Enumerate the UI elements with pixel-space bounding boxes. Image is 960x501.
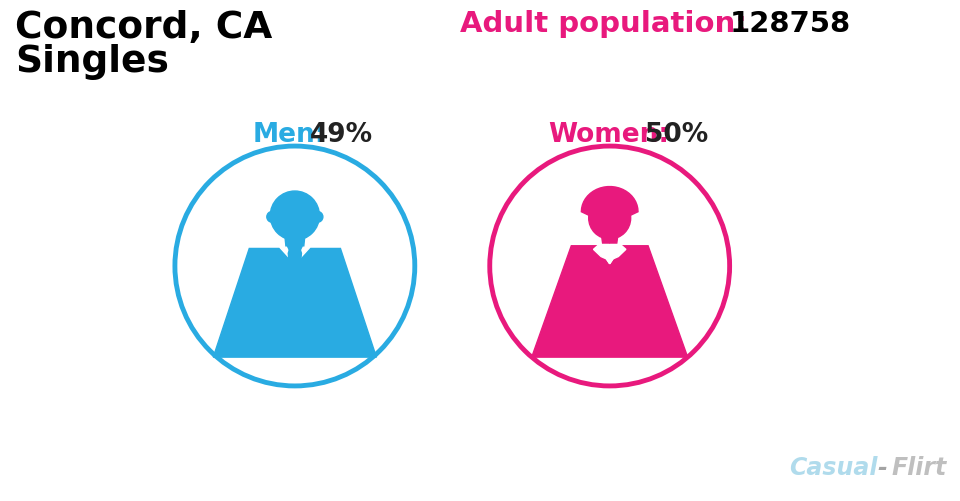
Polygon shape xyxy=(582,187,638,231)
Polygon shape xyxy=(279,248,294,264)
Polygon shape xyxy=(593,245,610,264)
Text: 128758: 128758 xyxy=(730,10,851,38)
Polygon shape xyxy=(610,245,626,264)
Polygon shape xyxy=(601,234,618,246)
Polygon shape xyxy=(296,248,310,264)
Polygon shape xyxy=(599,245,620,264)
Circle shape xyxy=(312,212,323,223)
Text: 50%: 50% xyxy=(645,122,708,148)
Text: -: - xyxy=(877,455,887,479)
Circle shape xyxy=(271,192,320,240)
Text: Concord, CA: Concord, CA xyxy=(15,10,273,46)
Text: Singles: Singles xyxy=(15,44,169,80)
Text: 49%: 49% xyxy=(310,122,373,148)
Text: Adult population:: Adult population: xyxy=(460,10,747,38)
Polygon shape xyxy=(288,248,301,302)
Polygon shape xyxy=(213,249,376,357)
Text: Men:: Men: xyxy=(252,122,326,148)
Text: Flirt: Flirt xyxy=(892,455,947,479)
Circle shape xyxy=(267,212,277,223)
Circle shape xyxy=(588,197,631,239)
Text: Women:: Women: xyxy=(548,122,669,148)
Polygon shape xyxy=(285,234,305,249)
Polygon shape xyxy=(532,246,687,357)
Text: Casual: Casual xyxy=(789,455,878,479)
